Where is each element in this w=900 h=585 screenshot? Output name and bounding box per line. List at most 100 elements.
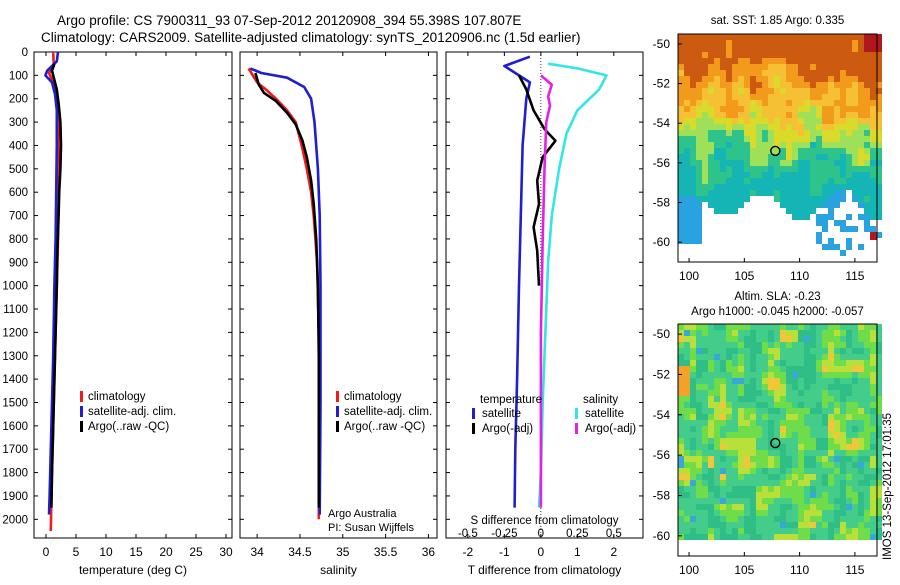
depth-tick-label: 700 bbox=[9, 211, 28, 223]
legend-swatch bbox=[80, 391, 83, 402]
legend-label: Argo(-adj) bbox=[482, 423, 533, 435]
legend-label: satellite bbox=[585, 408, 624, 420]
differences-xtick-label: 2 bbox=[610, 545, 617, 559]
series-temperature-argo-adj- bbox=[517, 74, 557, 286]
sla_map-frame bbox=[677, 323, 878, 557]
sla_map-cells bbox=[678, 324, 882, 540]
legend-label: climatology bbox=[88, 391, 146, 403]
differences-xlabel: T difference from climatology bbox=[468, 563, 622, 577]
depth-tick-label: 1200 bbox=[2, 327, 28, 339]
depth-tick-label: 1300 bbox=[2, 351, 28, 363]
sla_map-ytick-label: -54 bbox=[653, 408, 671, 422]
sst_map-xtick-label: 115 bbox=[845, 269, 864, 283]
temperature-xtick-label: 25 bbox=[189, 545, 203, 559]
sst_map-xtick-label: 110 bbox=[790, 269, 809, 283]
salinity-diff-tick-label: -0.5 bbox=[458, 528, 478, 540]
series-salinity-satellite bbox=[537, 62, 608, 508]
sla_map-xtick-label: 105 bbox=[734, 563, 754, 577]
salinity-diff-axis-label: S difference from climatology bbox=[470, 515, 618, 527]
differences-panel: -2 -1 0 1 2 T difference from climatology S di… bbox=[445, 51, 644, 577]
land-edge bbox=[870, 232, 877, 240]
legend-swatch bbox=[336, 406, 339, 417]
series-satellite-adj-clim- bbox=[249, 67, 322, 515]
depth-tick-label: 200 bbox=[9, 94, 28, 106]
imos-timestamp-label: IMOS 13-Sep-2012 17:01:35 bbox=[882, 413, 894, 560]
series-argo-raw-qc- bbox=[254, 72, 321, 508]
sla_map-xtick-label: 115 bbox=[845, 563, 864, 577]
sla_map-ytick-label: -58 bbox=[653, 488, 671, 502]
sst_map-ytick-label: -52 bbox=[653, 77, 671, 91]
depth-tick-label: 1400 bbox=[2, 374, 28, 386]
header-line-2: Climatology: CARS2009. Satellite-adjuste… bbox=[41, 30, 581, 45]
salinity-xtick-label: 34 bbox=[250, 545, 264, 559]
sla-map-subtitle: Argo h1000: -0.045 h2000: -0.057 bbox=[691, 306, 864, 318]
sla_map-ytick-label: -50 bbox=[653, 327, 671, 341]
legend-title: salinity bbox=[583, 394, 618, 406]
temperature-xtick-label: 10 bbox=[99, 545, 113, 559]
sst_map-panel: 100 105 110 115 -50 -52 -54 -56 -58 -60 sat. SST: … bbox=[653, 15, 882, 283]
series-satellite-adj-clim- bbox=[44, 52, 60, 515]
header-line-1: Argo profile: CS 7900311_93 07-Sep-2012 … bbox=[57, 13, 521, 28]
sla_map-panel: 100 105 110 115 -50 -52 -54 -56 -58 -60 Altim. SLA… bbox=[653, 291, 882, 577]
sst_map-ytick-label: -50 bbox=[653, 37, 671, 51]
sst_map-ytick-label: -54 bbox=[653, 116, 671, 130]
series-salinity-argo-adj- bbox=[539, 74, 554, 508]
depth-tick-label: 300 bbox=[9, 117, 28, 129]
depth-tick-label: 1000 bbox=[2, 281, 28, 293]
salinity-xlabel: salinity bbox=[320, 563, 357, 577]
sla-map-title: Altim. SLA: -0.23 bbox=[734, 291, 820, 303]
salinity-xtick-label: 34.5 bbox=[288, 545, 312, 559]
series-temperature-satellite bbox=[503, 55, 532, 508]
salinity-xtick-label: 36 bbox=[422, 545, 436, 559]
legend-swatch bbox=[336, 391, 339, 402]
differences-xtick-label: 0 bbox=[538, 545, 545, 559]
salinity-diff-tick-label: 0 bbox=[538, 528, 544, 540]
legend-swatch bbox=[80, 421, 83, 432]
argo-position-marker bbox=[770, 437, 781, 449]
sst_map-frame bbox=[677, 33, 878, 263]
temperature-xtick-label: 15 bbox=[129, 545, 143, 559]
series-argo-raw-qc- bbox=[50, 63, 63, 508]
salinity-xtick-label: 35 bbox=[336, 545, 350, 559]
salinity-panel: 34 34.5 35 35.5 36 salinity climatology satelli… bbox=[239, 51, 438, 577]
depth-tick-label: 1900 bbox=[2, 491, 28, 503]
sst-map-title: sat. SST: 1.85 Argo: 0.335 bbox=[711, 15, 845, 27]
salinity-diff-tick-label: 0.25 bbox=[566, 528, 588, 540]
sst_map-cells bbox=[678, 34, 882, 256]
temperature-xlabel: temperature (deg C) bbox=[79, 563, 187, 577]
temperature-xtick-label: 0 bbox=[43, 545, 50, 559]
temperature-xtick-label: 20 bbox=[159, 545, 173, 559]
sla_map-xtick-label: 110 bbox=[790, 563, 809, 577]
legend-title: temperature bbox=[480, 394, 542, 406]
temperature-xtick-label: 5 bbox=[73, 545, 80, 559]
depth-tick-label: 1500 bbox=[2, 397, 28, 409]
differences-xtick-label: 1 bbox=[574, 545, 581, 559]
depth-tick-label: 1800 bbox=[2, 468, 28, 480]
pi-label: PI: Susan Wijffels bbox=[328, 522, 414, 534]
sla_map-xtick-label: 100 bbox=[679, 563, 699, 577]
sla_map-ytick-label: -56 bbox=[653, 448, 671, 462]
differences-frame bbox=[445, 51, 644, 539]
differences-xtick-label: -1 bbox=[499, 545, 510, 559]
legend-label: Argo(..raw -QC) bbox=[88, 421, 169, 433]
salinity-diff-tick-label: -0.25 bbox=[491, 528, 517, 540]
depth-tick-label: 100 bbox=[9, 70, 28, 82]
depth-tick-label: 800 bbox=[9, 234, 28, 246]
depth-tick-label: 1700 bbox=[2, 444, 28, 456]
argo-position-marker bbox=[770, 145, 781, 157]
legend-swatch bbox=[336, 421, 339, 432]
depth-tick-label: 600 bbox=[9, 187, 28, 199]
differences-xtick-label: -2 bbox=[463, 545, 474, 559]
legend-swatch bbox=[575, 423, 578, 434]
sst_map-ytick-label: -56 bbox=[653, 156, 671, 170]
depth-tick-label: 1600 bbox=[2, 421, 28, 433]
legend-label: Argo(-adj) bbox=[585, 423, 636, 435]
depth-tick-label: 2000 bbox=[2, 514, 28, 526]
sla_map-ytick-label: -52 bbox=[653, 367, 671, 381]
salinity-xtick-label: 35.5 bbox=[374, 545, 398, 559]
temperature-panel: 0 5 10 15 20 25 300100200300400500600700800900… bbox=[2, 47, 233, 577]
legend-swatch bbox=[575, 408, 578, 419]
legend-label: satellite-adj. clim. bbox=[88, 406, 176, 418]
salinity-diff-tick-label: 0.5 bbox=[606, 528, 622, 540]
